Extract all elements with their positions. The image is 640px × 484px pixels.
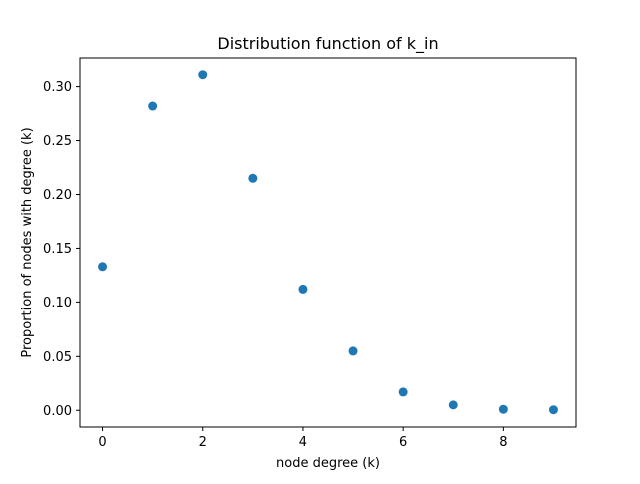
chart-title: Distribution function of k_in — [217, 34, 438, 54]
data-point — [548, 405, 558, 415]
data-point — [448, 400, 458, 410]
data-point — [198, 70, 208, 80]
data-point — [498, 404, 508, 414]
data-point — [148, 101, 158, 111]
y-tick-label: 0.00 — [43, 404, 72, 419]
data-point — [298, 284, 308, 294]
y-axis-ticks: 0.00 0.05 0.10 0.15 0.20 0.25 0.30 — [43, 80, 80, 419]
x-tick-label: 0 — [98, 435, 106, 450]
y-axis-label: Proportion of nodes with degree (k) — [20, 127, 35, 357]
data-point — [348, 346, 358, 356]
x-tick-label: 8 — [499, 435, 507, 450]
x-tick-label: 6 — [399, 435, 407, 450]
data-point — [98, 262, 108, 272]
y-tick-label: 0.20 — [43, 188, 72, 203]
x-tick-label: 2 — [199, 435, 207, 450]
data-points — [98, 70, 558, 415]
x-axis-ticks: 0 2 4 6 8 — [98, 427, 507, 450]
data-point — [248, 173, 258, 183]
y-tick-label: 0.05 — [43, 350, 72, 365]
plot-area-frame — [79, 57, 577, 428]
y-tick-label: 0.15 — [43, 242, 72, 257]
x-axis-label: node degree (k) — [276, 456, 380, 471]
data-point — [398, 387, 408, 397]
x-tick-label: 4 — [299, 435, 307, 450]
y-tick-label: 0.25 — [43, 134, 72, 149]
y-tick-label: 0.30 — [43, 80, 72, 95]
y-tick-label: 0.10 — [43, 296, 72, 311]
